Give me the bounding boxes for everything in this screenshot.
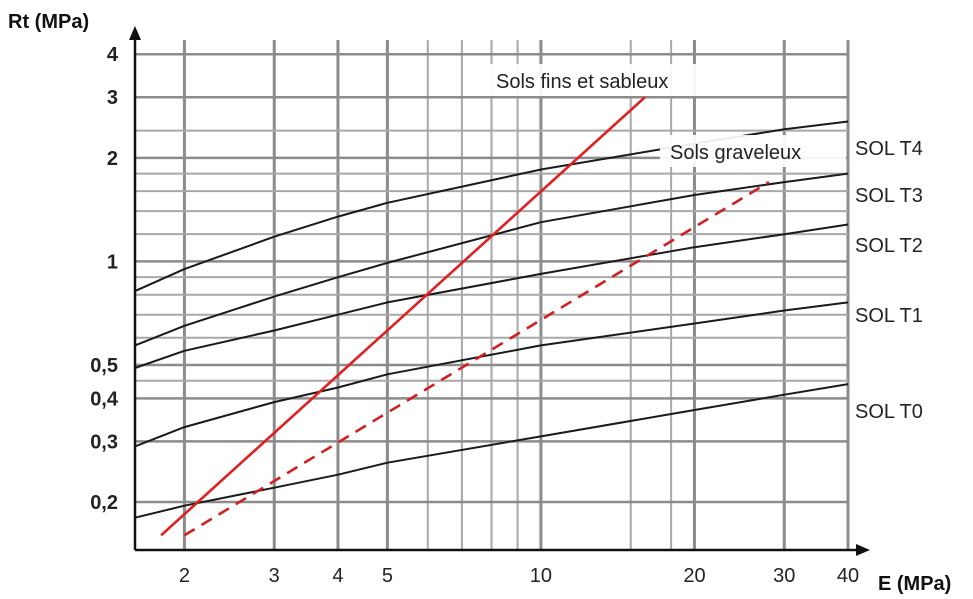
y-tick-label-0: 0,2 (90, 492, 118, 514)
callout-sols-fins: Sols fins et sableux (486, 64, 726, 96)
y-tick-label-1: 0,3 (90, 431, 118, 453)
y-axis-arrow (129, 26, 141, 40)
callout-sols-graveleux-box (660, 135, 846, 167)
y-tick-label-7: 4 (107, 44, 119, 66)
y-axis-label: Rt (MPa) (8, 11, 89, 33)
x-tick-label-6: 30 (773, 565, 795, 587)
x-tick-label-2: 4 (332, 565, 343, 587)
callout-sols-fins-box (486, 64, 726, 96)
series-line-0 (134, 120, 849, 293)
class-labels: SOL T4 SOL T3 SOL T2 SOL T1 SOL T0 (855, 138, 923, 423)
x-tick-label-3: 5 (382, 565, 393, 587)
class-label-t4: SOL T4 (855, 138, 923, 160)
callout-sols-fins-text: Sols fins et sableux (496, 71, 668, 93)
grid (135, 40, 850, 550)
class-label-t1: SOL T1 (855, 305, 923, 327)
y-tick-label-6: 3 (107, 87, 118, 109)
x-tick-label-5: 20 (683, 565, 705, 587)
x-axis-arrow (856, 544, 870, 556)
series-line-4 (134, 383, 849, 519)
callout-sols-graveleux: Sols graveleux (660, 135, 846, 167)
y-tick-label-2: 0,4 (90, 388, 119, 410)
x-axis-label: E (MPa) (878, 573, 951, 595)
y-tick-label-4: 1 (107, 251, 118, 273)
x-tick-label-7: 40 (837, 565, 859, 587)
series-line-1 (134, 172, 849, 347)
y-tick-label-3: 0,5 (90, 355, 118, 377)
class-label-t3: SOL T3 (855, 185, 923, 207)
tick-labels: 2 3 4 5 10 20 30 40 0,2 0,3 0,4 0,5 1 2 3 4 (90, 44, 859, 587)
series-line-3 (134, 301, 849, 448)
x-tick-label-1: 3 (269, 565, 280, 587)
y-tick-label-5: 2 (107, 148, 118, 170)
callout-sols-graveleux-text: Sols graveleux (670, 142, 801, 164)
class-label-t0: SOL T0 (855, 401, 923, 423)
series-line-2 (134, 223, 849, 369)
class-label-t2: SOL T2 (855, 235, 923, 257)
x-tick-label-0: 2 (179, 565, 190, 587)
class-curves (134, 96, 849, 537)
x-tick-label-4: 10 (530, 565, 552, 587)
axes (129, 26, 870, 556)
series-line-6 (183, 180, 770, 537)
series-line-5 (160, 96, 646, 537)
